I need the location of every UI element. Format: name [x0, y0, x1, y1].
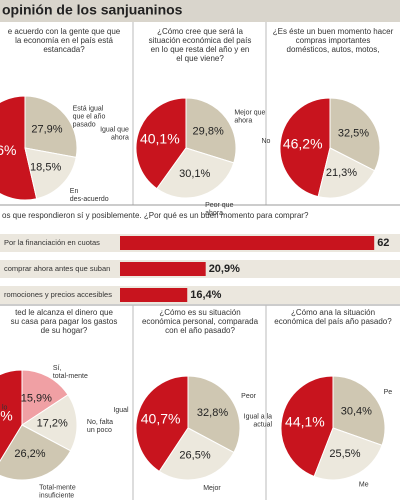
- value-label: 16,4%: [190, 289, 221, 301]
- value-label: 62: [377, 237, 389, 249]
- bar: [120, 236, 375, 250]
- category-label: Peor: [241, 393, 256, 400]
- value-label: 46,2%: [283, 135, 323, 151]
- pie-slice: [0, 369, 23, 463]
- pie-slice: [317, 147, 376, 199]
- pie-slice: [156, 147, 235, 199]
- value-label: 20,9%: [209, 263, 240, 275]
- bar-title: os que respondieron sí y posiblemente. ¿…: [2, 211, 309, 220]
- value-label: 44,1%: [285, 413, 325, 429]
- pie-slice: [24, 147, 77, 200]
- pie-slice: [24, 95, 78, 159]
- category-label: Igual que ahora: [100, 126, 129, 141]
- bar-band: [0, 286, 400, 304]
- category-label: No: [261, 138, 270, 145]
- pie-slice: [0, 424, 72, 481]
- question: ted le alcanza el dinero que su casa para…: [11, 308, 118, 335]
- value-label: 18,5%: [30, 162, 61, 174]
- value-label: 30,1%: [179, 168, 210, 180]
- pie-slice: [279, 97, 331, 198]
- value-label: 25,5%: [329, 448, 360, 460]
- category-label: Igual: [113, 407, 129, 414]
- category-label: En des-acuerdo: [70, 188, 109, 203]
- pie-slice: [187, 375, 241, 454]
- value-label: 26,2%: [14, 448, 45, 460]
- category-label: Mejor que ahora: [234, 109, 265, 124]
- pie-slice: [21, 394, 78, 452]
- category-label: Está igual que el año pasado: [73, 105, 106, 128]
- pie-slice: [329, 97, 381, 172]
- value-label: 21,3%: [326, 167, 357, 179]
- category-label: Me: [359, 481, 369, 488]
- pie-slice: [185, 97, 237, 164]
- category-label: comprar ahora antes que suban: [4, 264, 110, 273]
- value-label: 53,6%: [0, 142, 16, 158]
- pie-slice: [135, 97, 187, 190]
- category-label: romociones y precios accesibles: [4, 290, 112, 299]
- title-band: [0, 0, 400, 22]
- bar: [120, 262, 206, 276]
- value-label: 30,4%: [341, 405, 372, 417]
- value-label: 32,8%: [197, 407, 228, 419]
- question: ¿Es éste un buen momento hacer compras im…: [273, 27, 394, 54]
- category-label: Pe: [384, 389, 393, 396]
- category-label: Peor que ahora: [205, 202, 234, 217]
- value-label: 32,5%: [338, 128, 369, 140]
- chart-title: opinión de los sanjuaninos: [2, 2, 183, 18]
- category-label: lo: [2, 404, 8, 411]
- pie-slice: [332, 375, 386, 446]
- value-label: 40,7%: [141, 410, 181, 426]
- pie-slice: [280, 375, 334, 478]
- value-label: 17,2%: [37, 417, 68, 429]
- value-label: 26,5%: [179, 450, 210, 462]
- category-label: Igual a la actual: [244, 413, 273, 428]
- bar: [120, 288, 188, 302]
- pie-slice: [313, 427, 383, 481]
- category-label: Mejor: [203, 485, 221, 492]
- category-label: Sí, total-mente: [53, 365, 88, 380]
- pie-slice: [0, 95, 38, 201]
- pie-slice: [21, 369, 69, 426]
- category-label: Total-mente insuficiente: [39, 485, 76, 500]
- question: ¿Cómo ana la situación económica del país…: [274, 308, 392, 326]
- value-label: 41,7%: [0, 408, 13, 424]
- value-label: 29,8%: [193, 126, 224, 138]
- value-label: 27,9%: [31, 124, 62, 136]
- value-label: 40,1%: [140, 130, 180, 146]
- question: ¿Cómo cree que será la situación económic…: [149, 27, 252, 63]
- pie-slice: [158, 427, 235, 481]
- category-label: No, falta un poco: [87, 419, 113, 434]
- value-label: 15,9%: [21, 392, 52, 404]
- category-label: Por la financiación en cuotas: [4, 238, 100, 247]
- question: e acuerdo con la gente que que la economí…: [8, 27, 121, 54]
- question: ¿Cómo es su situación económica personal,…: [142, 308, 259, 335]
